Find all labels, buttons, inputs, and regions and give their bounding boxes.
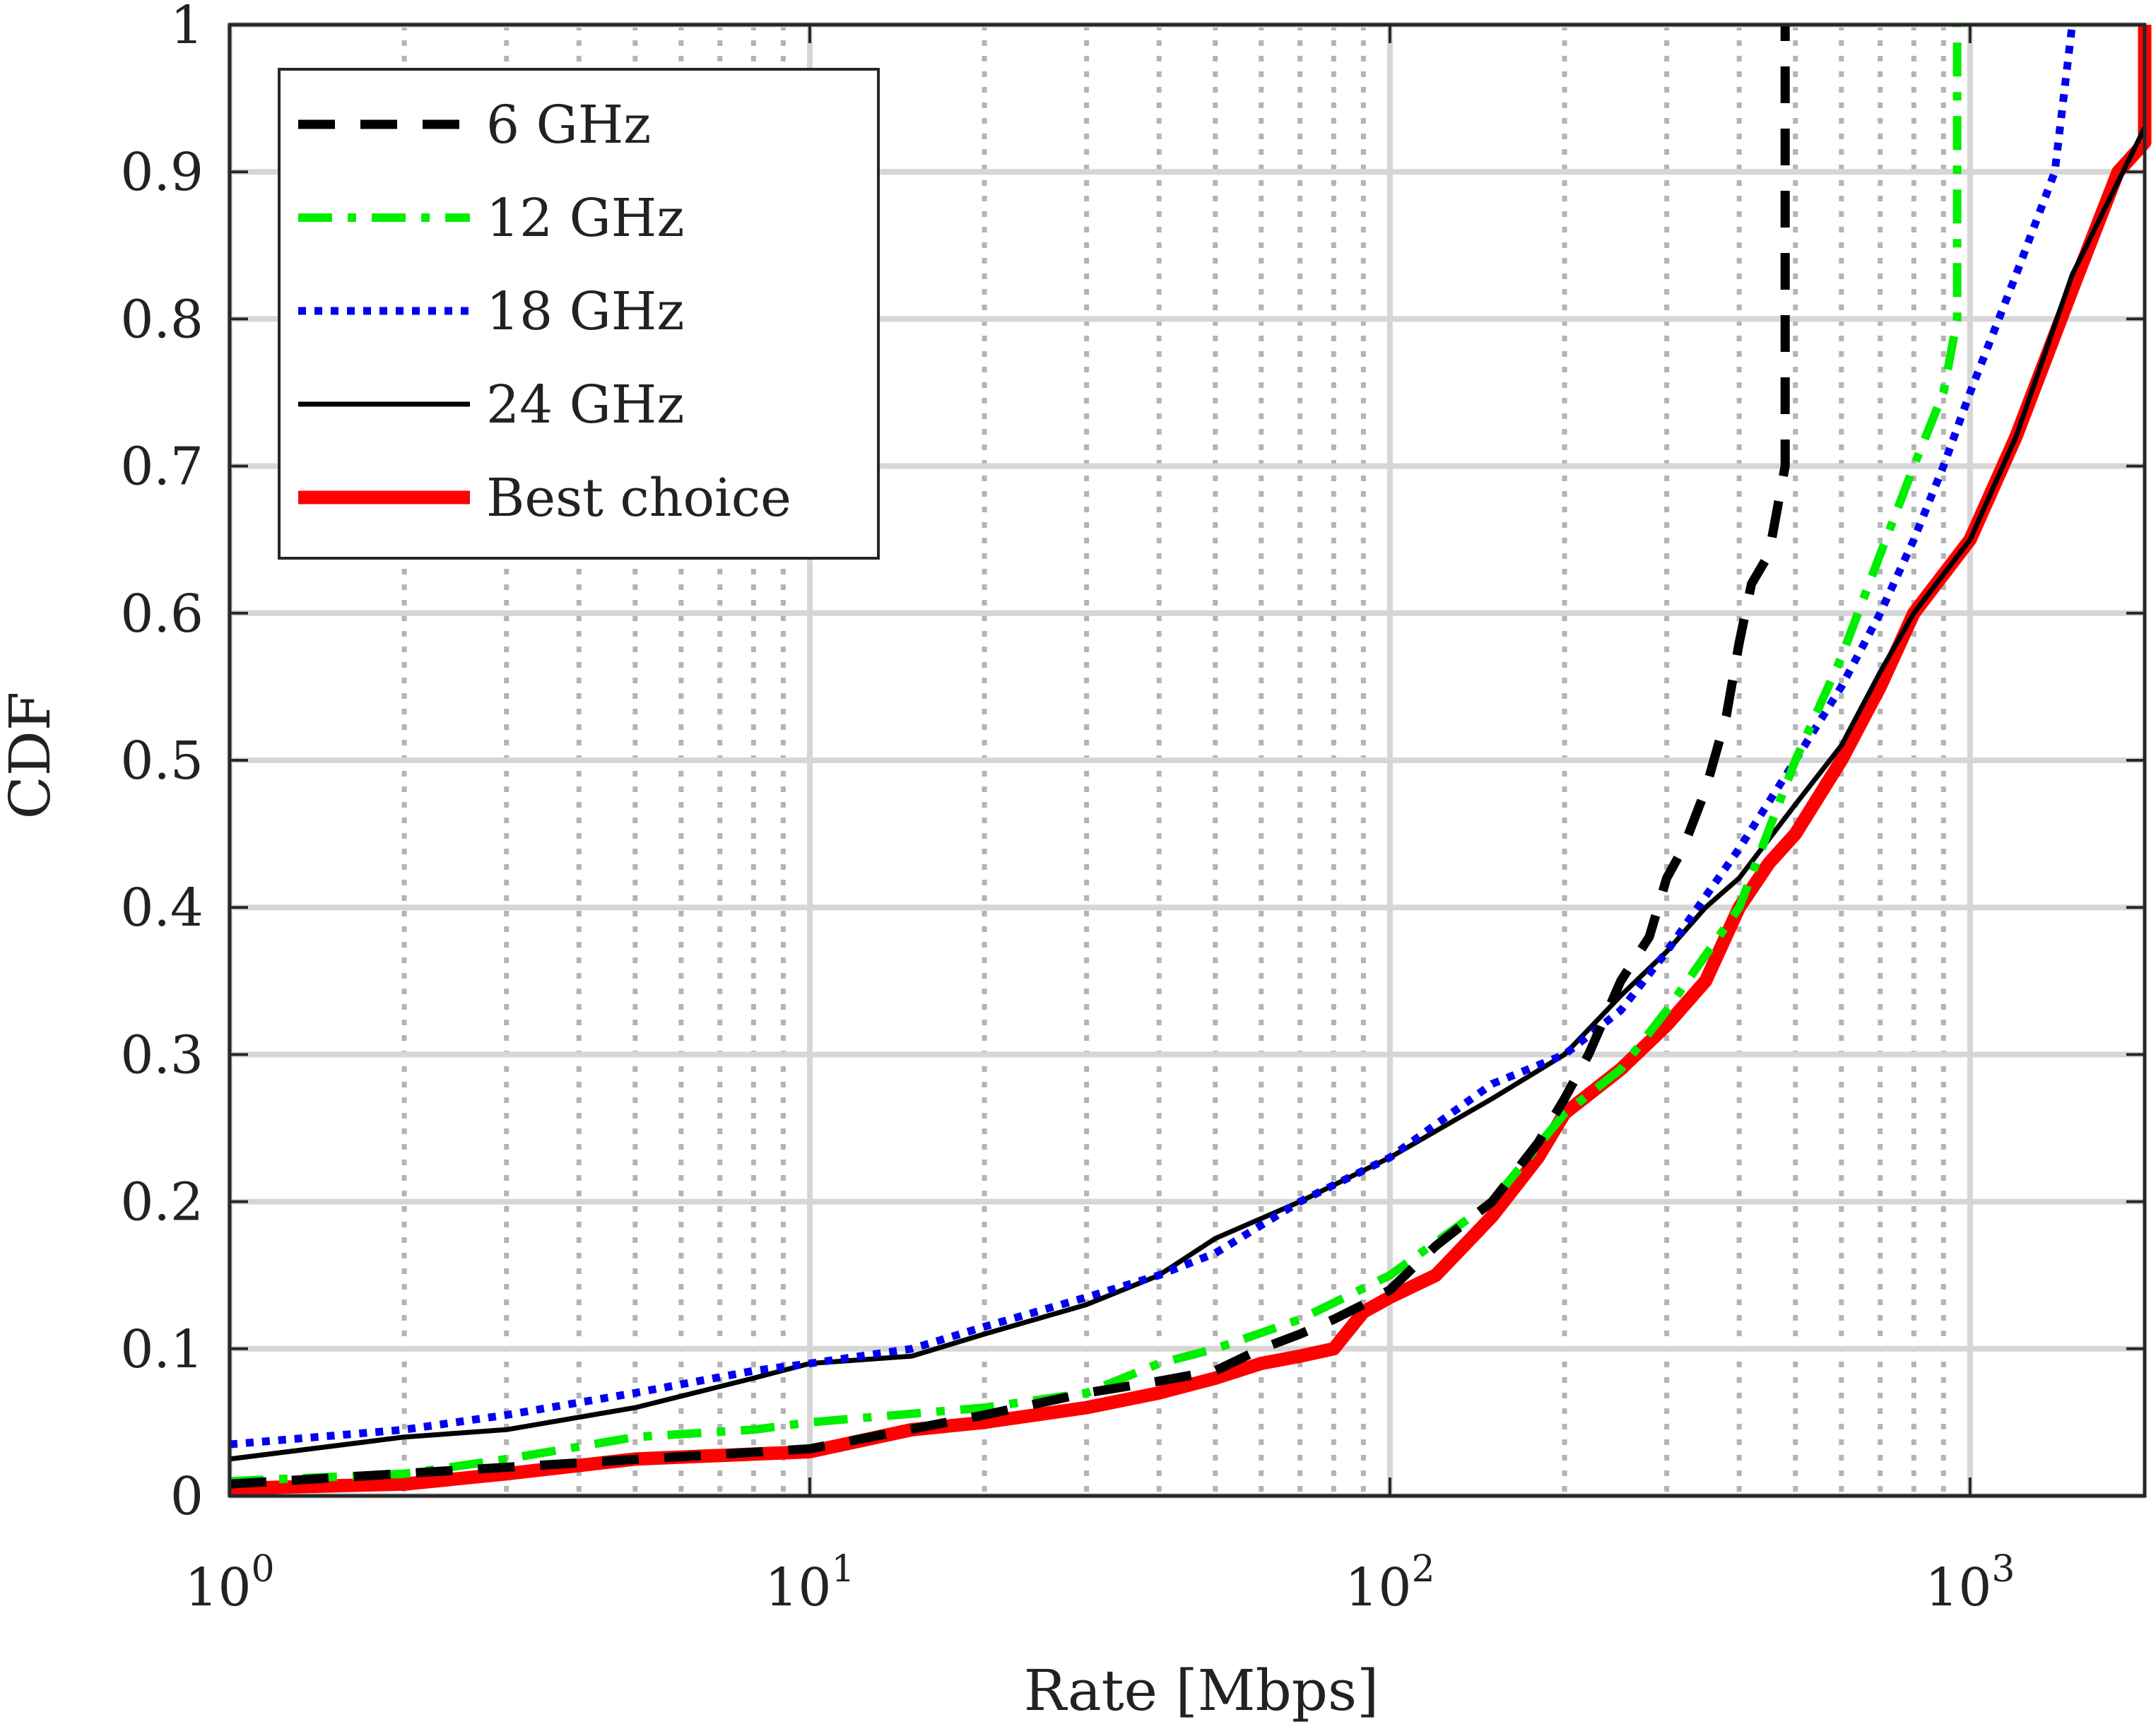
- legend-entries: 6 GHz 12 GHz 18 GHz 24 GHz Best choice: [298, 95, 791, 529]
- x-tick-label-base: 10: [184, 1557, 251, 1618]
- y-tick-label: 1: [170, 0, 204, 56]
- x-tick-label-base: 10: [1925, 1557, 1991, 1618]
- y-tick-label: 0.4: [120, 878, 204, 938]
- x-axis-label: Rate [Mbps]: [1024, 1658, 1379, 1723]
- x-tick-label-base: 10: [1345, 1557, 1411, 1618]
- y-tick-label: 0.1: [120, 1319, 204, 1380]
- legend-label-18-ghz: 18 GHz: [486, 281, 684, 342]
- legend-label-best-choice: Best choice: [486, 468, 791, 529]
- x-tick-label-exponent: 0: [252, 1548, 275, 1591]
- x-tick-label-exponent: 2: [1411, 1548, 1435, 1591]
- x-tick-label: 100: [184, 1548, 274, 1618]
- x-tick-label-exponent: 1: [831, 1548, 854, 1591]
- x-tick-label: 101: [765, 1548, 854, 1618]
- y-tick-label: 0.3: [120, 1025, 204, 1085]
- y-tick-label: 0.7: [120, 437, 204, 497]
- y-tick-labels: 0 0.1 0.2 0.3 0.4 0.5 0.6 0.7 0.8 0.9 1: [120, 0, 204, 1527]
- x-tick-label-exponent: 3: [1991, 1548, 2015, 1591]
- legend-label-12-ghz: 12 GHz: [486, 188, 684, 249]
- legend-box: [278, 68, 880, 560]
- series-layer: [229, 24, 2152, 1496]
- x-tick-label: 102: [1345, 1548, 1435, 1618]
- series-line-24-ghz: [229, 126, 2148, 1462]
- tick-marks: [228, 23, 2145, 1497]
- x-tick-label-base: 10: [765, 1557, 831, 1618]
- legend: 6 GHz 12 GHz 18 GHz 24 GHz Best choice: [278, 68, 880, 560]
- x-tick-label: 103: [1925, 1548, 2015, 1618]
- y-tick-label: 0.5: [120, 731, 204, 791]
- y-tick-label: 0: [170, 1466, 204, 1527]
- x-tick-labels: 100 101 102 103: [184, 1548, 2015, 1618]
- y-tick-label: 0.9: [120, 142, 204, 203]
- legend-label-6-ghz: 6 GHz: [486, 95, 651, 155]
- series-line-18-ghz: [229, 24, 2076, 1449]
- y-tick-label: 0.2: [120, 1172, 204, 1233]
- series-line-6-ghz: [229, 25, 1790, 1489]
- y-tick-label: 0.6: [120, 584, 204, 644]
- y-axis-label: CDF: [0, 692, 63, 820]
- legend-label-24-ghz: 24 GHz: [486, 374, 684, 435]
- y-tick-label: 0.8: [120, 289, 204, 350]
